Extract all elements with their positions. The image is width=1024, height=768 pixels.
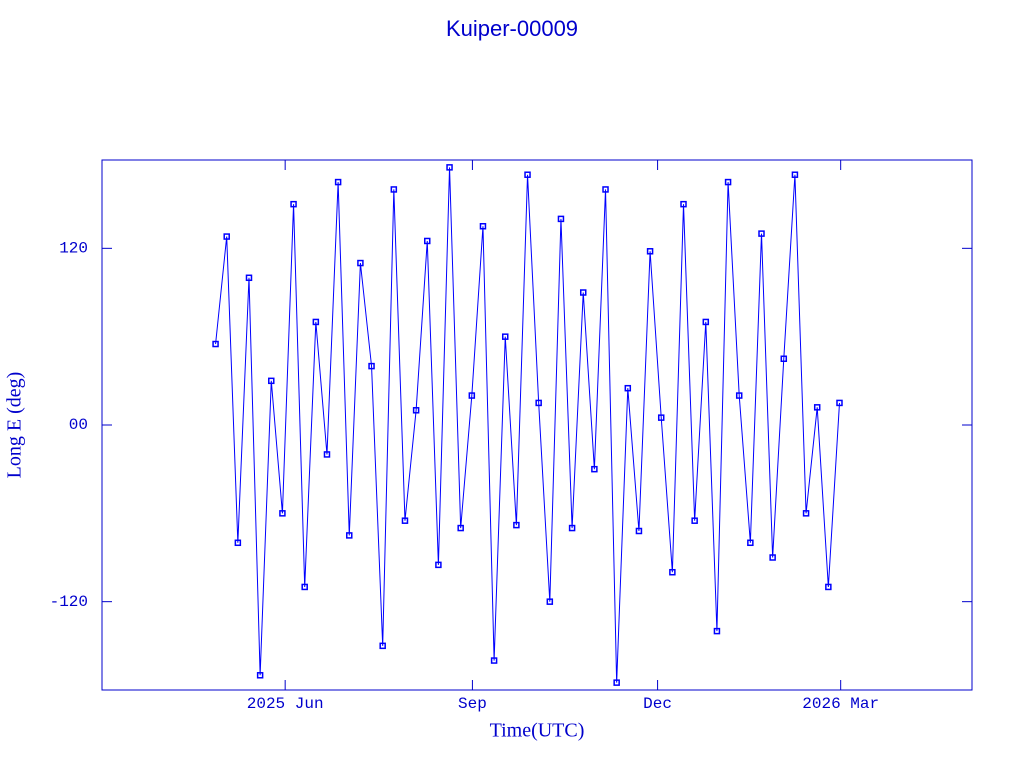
data-point <box>401 517 409 524</box>
data-point <box>557 215 565 223</box>
data-line <box>215 167 840 683</box>
data-point <box>379 642 386 650</box>
data-point <box>680 200 687 208</box>
data-point <box>546 598 554 605</box>
data-point <box>468 392 476 399</box>
data-point <box>501 333 509 340</box>
data-point <box>256 672 264 679</box>
data-point <box>346 532 353 539</box>
y-tick-label: -120 <box>50 593 88 611</box>
data-point <box>412 407 420 414</box>
data-point <box>724 178 732 186</box>
data-point <box>312 318 320 326</box>
chart-title: Kuiper-00009 <box>446 16 578 41</box>
data-point <box>513 521 520 529</box>
data-point <box>479 223 487 230</box>
data-point <box>769 554 776 561</box>
data-point <box>657 414 665 421</box>
data-point <box>702 318 710 326</box>
data-point <box>635 527 643 535</box>
y-tick-label: 120 <box>59 240 88 258</box>
data-point <box>780 355 788 362</box>
data-point <box>691 517 698 524</box>
x-tick-label: 2025 Jun <box>247 695 324 713</box>
data-point <box>591 465 598 473</box>
data-point <box>323 451 331 458</box>
data-point <box>357 259 364 267</box>
data-point <box>334 178 342 186</box>
data-point <box>268 377 275 385</box>
data-point <box>524 171 531 178</box>
y-tick-label: 00 <box>69 416 88 434</box>
data-point <box>457 524 464 532</box>
data-point <box>646 248 654 255</box>
data-point <box>568 524 576 532</box>
data-point <box>535 399 542 407</box>
data-point <box>791 171 799 178</box>
data-point <box>234 539 242 547</box>
plot-frame <box>101 159 973 691</box>
data-point <box>579 289 587 296</box>
data-point <box>624 384 632 392</box>
data-point <box>435 561 442 569</box>
data-point <box>279 510 286 517</box>
data-point <box>301 583 308 591</box>
data-point <box>813 404 821 411</box>
data-point <box>825 583 832 591</box>
data-point <box>713 627 721 635</box>
data-point <box>368 362 375 370</box>
data-point <box>223 233 230 240</box>
x-axis-label: Time(UTC) <box>490 720 585 742</box>
data-point <box>490 657 498 664</box>
x-tick-label: Dec <box>643 695 672 713</box>
data-point <box>613 679 620 686</box>
data-point <box>245 274 253 282</box>
data-point <box>212 340 219 348</box>
data-point <box>390 186 398 193</box>
data-point <box>747 539 754 547</box>
data-point <box>735 392 743 399</box>
data-point <box>424 237 431 245</box>
data-point <box>802 510 810 517</box>
data-point <box>290 200 297 208</box>
y-axis-label: Long E (deg) <box>4 372 26 479</box>
x-tick-label: Sep <box>458 695 487 713</box>
data-point <box>758 230 765 237</box>
data-point <box>602 186 609 193</box>
data-point <box>446 164 453 171</box>
x-tick-label: 2026 Mar <box>802 695 879 713</box>
data-point <box>669 568 676 576</box>
data-point <box>836 399 843 407</box>
